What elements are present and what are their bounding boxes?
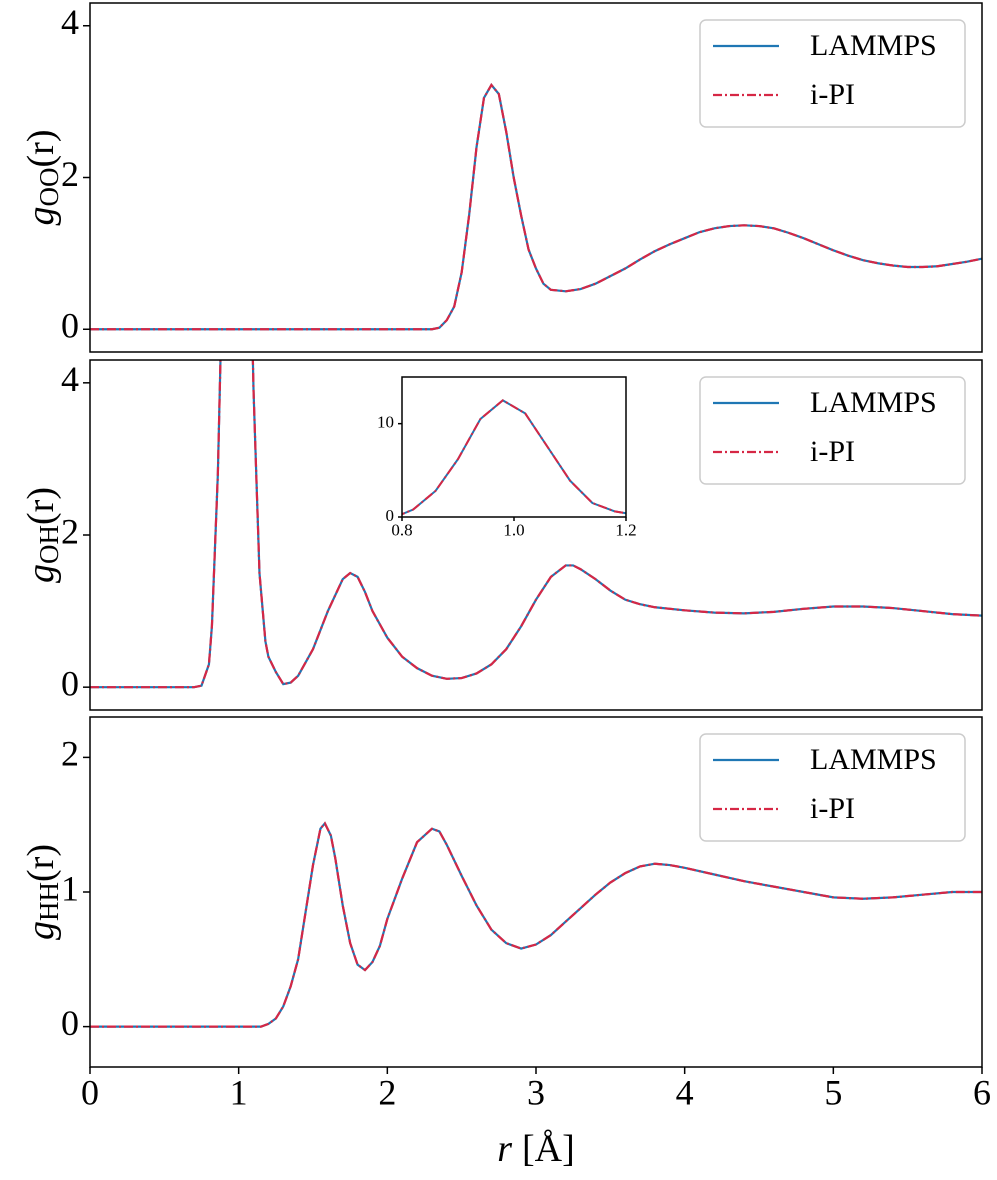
plot-lines xyxy=(90,360,982,689)
plot-lines xyxy=(90,821,982,1028)
x-tick-label: 3 xyxy=(527,1073,545,1113)
plot-lines xyxy=(90,83,982,331)
x-tick-label: 4 xyxy=(676,1073,694,1113)
y-label-tail: (r) xyxy=(20,487,62,525)
x-tick-label: 0.8 xyxy=(391,520,412,539)
legend-label: LAMMPS xyxy=(810,386,937,419)
y-axis-label: gOO(r) xyxy=(20,130,64,226)
y-tick-label: 2 xyxy=(61,154,79,194)
y-tick-label: 0 xyxy=(61,663,79,703)
y-tick-label: 0 xyxy=(61,1003,79,1043)
series-line xyxy=(90,821,982,1028)
legend-label: LAMMPS xyxy=(810,743,937,776)
y-axis-label: gOH(r) xyxy=(20,487,64,583)
x-tick-label: 6 xyxy=(973,1073,991,1113)
y-axis-label: gHH(r) xyxy=(20,844,64,940)
y-tick-label: 2 xyxy=(61,511,79,551)
legend-label: i-PI xyxy=(810,435,855,468)
x-tick-label: 2 xyxy=(378,1073,396,1113)
x-tick-label: 5 xyxy=(824,1073,842,1113)
inset-bg xyxy=(402,377,626,517)
y-label-tail: (r) xyxy=(20,844,62,882)
x-label-unit: [Å] xyxy=(522,1128,575,1170)
y-label-sub: HH xyxy=(34,882,64,921)
series-line xyxy=(90,83,982,331)
series-line xyxy=(90,360,982,689)
legend-label: i-PI xyxy=(810,78,855,111)
series-line xyxy=(402,399,626,516)
y-tick-label: 0 xyxy=(61,306,79,346)
y-tick-label: 0 xyxy=(386,506,395,525)
y-tick-label: 4 xyxy=(61,2,79,42)
y-label-main: g xyxy=(20,206,62,225)
y-label-sub: OH xyxy=(34,525,64,564)
y-label-tail: (r) xyxy=(20,130,62,168)
legend-label: LAMMPS xyxy=(810,29,937,62)
series-line xyxy=(90,821,982,1028)
x-tick-label: 1 xyxy=(230,1073,248,1113)
y-tick-label: 10 xyxy=(377,413,394,432)
x-tick-label: 0 xyxy=(81,1073,99,1113)
x-axis-label: r [Å] xyxy=(497,1128,575,1170)
y-tick-label: 2 xyxy=(61,734,79,774)
y-label-main: g xyxy=(20,564,62,583)
y-tick-label: 1 xyxy=(61,868,79,908)
y-label-main: g xyxy=(20,921,62,940)
y-label-sub: OO xyxy=(34,167,64,206)
x-label-main: r xyxy=(497,1128,512,1170)
legend-label: i-PI xyxy=(810,792,855,825)
x-tick-label: 1.2 xyxy=(615,520,636,539)
y-tick-label: 4 xyxy=(61,359,79,399)
x-tick-label: 1.0 xyxy=(503,520,524,539)
plot-lines xyxy=(402,399,626,516)
